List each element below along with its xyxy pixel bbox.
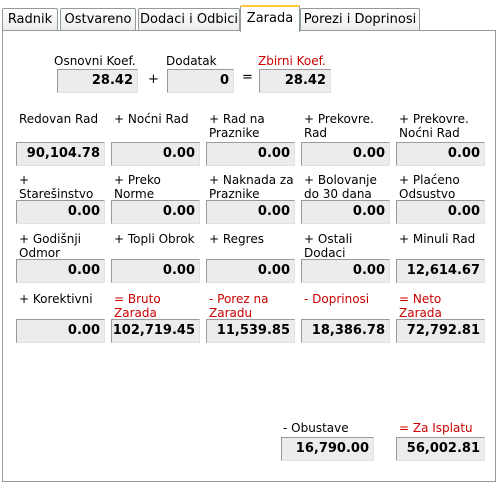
dodatak-field[interactable]: 0 [167, 69, 234, 93]
zarada-panel [2, 30, 496, 482]
godisnji-odmor-label: + Godišnji Odmor [19, 232, 81, 260]
staresinstvo-field[interactable]: 0.00 [16, 200, 105, 224]
regres-field[interactable]: 0.00 [206, 259, 295, 283]
rad-na-praznike-label: + Rad na Praznike [209, 112, 265, 140]
regres-label: + Regres [209, 232, 264, 246]
tab-zarada[interactable]: Zarada [240, 5, 300, 32]
doprinosi-field[interactable]: 18,386.78 [301, 319, 390, 343]
osnovni-koef-label: Osnovni Koef. [54, 54, 136, 68]
korektivni-label: + Korektivni [19, 292, 93, 306]
prekovremeni-rad-field[interactable]: 0.00 [301, 142, 390, 166]
tab-ostvareno[interactable]: Ostvareno [60, 8, 136, 30]
nocni-rad-field[interactable]: 0.00 [111, 142, 200, 166]
placeno-odsustvo-label: + Plaćeno Odsustvo [399, 173, 460, 201]
za-isplatu-label: = Za Isplatu [399, 421, 473, 435]
bruto-zarada-label: = Bruto Zarada [114, 292, 161, 320]
rad-na-praznike-field[interactable]: 0.00 [206, 142, 295, 166]
zbirni-koef-label: Zbirni Koef. [258, 54, 326, 68]
bruto-zarada-field[interactable]: 102,719.45 [111, 319, 200, 343]
porez-na-zaradu-label: - Porez na Zaradu [209, 292, 269, 320]
korektivni-field[interactable]: 0.00 [16, 319, 105, 343]
tab-radnik[interactable]: Radnik [2, 8, 58, 30]
zbirni-koef-field[interactable]: 28.42 [259, 69, 331, 93]
ostali-dodaci-label: + Ostali Dodaci [304, 232, 353, 260]
topli-obrok-field[interactable]: 0.00 [111, 259, 200, 283]
osnovni-koef-field[interactable]: 28.42 [57, 69, 138, 93]
naknada-za-praznike-label: + Naknada za Praznike [209, 173, 294, 201]
dodatak-label: Dodatak [166, 54, 217, 68]
prekovremeni-rad-label: + Prekovre. Rad [304, 112, 374, 140]
staresinstvo-label: + Starešinstvo [19, 173, 94, 201]
za-isplatu-field[interactable]: 56,002.81 [396, 437, 485, 461]
prekovremeni-nocni-rad-label: + Prekovre. Noćni Rad [399, 112, 469, 140]
topli-obrok-label: + Topli Obrok [114, 232, 195, 246]
preko-norme-field[interactable]: 0.00 [111, 200, 200, 224]
redovan-rad-field[interactable]: 90,104.78 [16, 142, 105, 166]
naknada-za-praznike-field[interactable]: 0.00 [206, 200, 295, 224]
placeno-odsustvo-field[interactable]: 0.00 [396, 200, 485, 224]
redovan-rad-label: Redovan Rad [19, 112, 99, 126]
tab-porezi-i-doprinosi[interactable]: Porezi i Doprinosi [300, 8, 420, 30]
neto-zarada-label: = Neto Zarada [399, 292, 442, 320]
preko-norme-label: + Preko Norme [114, 173, 161, 201]
plus-sign: + [148, 72, 159, 87]
prekovremeni-nocni-rad-field[interactable]: 0.00 [396, 142, 485, 166]
bolovanje-label: + Bolovanje do 30 dana [304, 173, 377, 201]
minuli-rad-label: + Minuli Rad [399, 232, 476, 246]
ostali-dodaci-field[interactable]: 0.00 [301, 259, 390, 283]
obustave-field[interactable]: 16,790.00 [281, 437, 374, 461]
nocni-rad-label: + Noćni Rad [114, 112, 189, 126]
equals-sign: = [242, 70, 253, 85]
tab-dodaci-i-odbici[interactable]: Dodaci i Odbici [138, 8, 240, 30]
obustave-label: - Obustave [283, 421, 349, 435]
neto-zarada-field[interactable]: 72,792.81 [396, 319, 485, 343]
minuli-rad-field[interactable]: 12,614.67 [396, 259, 485, 283]
godisnji-odmor-field[interactable]: 0.00 [16, 259, 105, 283]
doprinosi-label: - Doprinosi [304, 292, 370, 306]
bolovanje-field[interactable]: 0.00 [301, 200, 390, 224]
porez-na-zaradu-field[interactable]: 11,539.85 [206, 319, 295, 343]
